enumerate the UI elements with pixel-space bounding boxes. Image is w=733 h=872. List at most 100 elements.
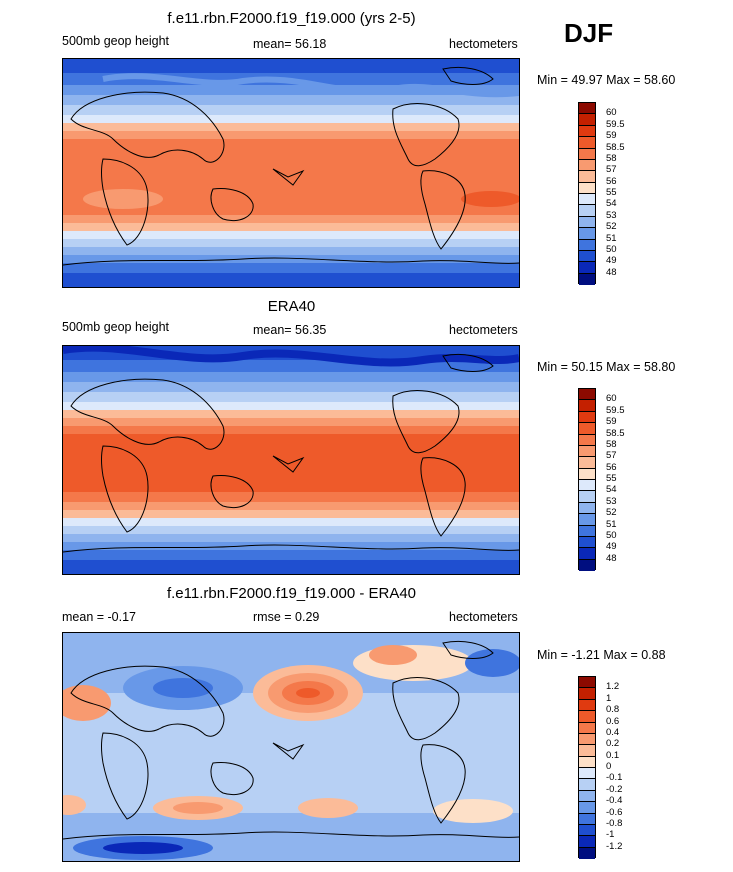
panel3-colorbar-swatch	[579, 790, 595, 803]
panel2-colorbar-tick-label: 53	[606, 495, 617, 507]
panel1-colorbar-swatch	[579, 159, 595, 172]
panel1-colorbar-swatch	[579, 103, 595, 115]
panel2-colorbar-swatch	[579, 457, 595, 469]
panel3-colorbar-tick-label: 0	[606, 761, 612, 772]
panel3-colorbar-tick-label: -1.2	[606, 840, 623, 852]
panel3-colorbar: 1.2 1 0.8 0.6 0.4 0.2 0.1 0 -0.1 -0.2 -0.4 -0.6 -0.8…	[578, 676, 622, 859]
panel3-colorbar-tick-label: 0.8	[606, 704, 620, 716]
panel3-colorbar-swatch	[579, 779, 595, 791]
panel2-colorbar-tick-label: 60	[606, 393, 617, 405]
panel1-colorbar-tick-label: 57	[606, 164, 617, 176]
panel2-units: hectometers	[449, 323, 518, 337]
panel3-colorbar-tick-label: 0.1	[606, 749, 620, 761]
panel1-colorbar-tick-label: 50	[606, 243, 617, 255]
panel3-colorbar-swatch	[579, 722, 595, 734]
panel2-colorbar-swatch	[579, 536, 595, 549]
panel1-colorbar-tick-label: 49	[606, 255, 617, 267]
panel3-colorbar-tick-label: -0.4	[606, 795, 623, 807]
panel2-colorbar-tick-label: 52	[606, 507, 617, 519]
panel3-colorbar-tick-label: 0.2	[606, 738, 620, 750]
panel1-title: f.e11.rbn.F2000.f19_f19.000 (yrs 2-5)	[167, 10, 416, 27]
panel1-colorbar-tick-label: 48	[606, 266, 617, 278]
panel3-units: hectometers	[449, 610, 518, 624]
panel2-colorbar-swatch	[579, 514, 595, 526]
panel2-colorbar-swatch	[579, 389, 595, 401]
panel3-colorbar-tick-label: 0.4	[606, 726, 620, 738]
panel2-colorbar-tick-label: 54	[606, 484, 617, 496]
panel3-colorbar-swatch	[579, 768, 595, 780]
panel2-colorbar-tick-label: 59	[606, 416, 617, 428]
panel2-colorbar-swatch	[579, 525, 595, 537]
panel2-colorbar-tick-label: 59.5	[606, 404, 625, 416]
panel1-colorbar-swatch	[579, 250, 595, 263]
panel1-colorbar-tick-label: 52	[606, 221, 617, 233]
panel2-colorbar-swatch	[579, 559, 595, 571]
panel2-colorbar-swatch	[579, 502, 595, 515]
panel3-colorbar-swatch	[579, 677, 595, 689]
panel3-colorbar-tick-label: -0.8	[606, 817, 623, 829]
panel2-colorbar-tick-label: 50	[606, 529, 617, 541]
panel1-colorbar-swatch	[579, 273, 595, 285]
panel3-colorbar-tick-label: -0.2	[606, 783, 623, 795]
panel2-mean: mean= 56.35	[253, 323, 327, 337]
panel1-colorbar-swatch	[579, 262, 595, 274]
panel1-colorbar-swatch	[579, 228, 595, 240]
panel2-colorbar-swatch	[579, 480, 595, 492]
panel1-colorbar-tick-label: 60	[606, 107, 617, 119]
panel1-colorbar-tick-label: 54	[606, 198, 617, 210]
panel1-colorbar-tick-label: 55	[606, 187, 617, 198]
panel2-colorbar-swatch	[579, 411, 595, 424]
panel1-colorbar-tick-label: 51	[606, 232, 617, 244]
panel2-minmax: Min = 50.15 Max = 58.80	[537, 360, 676, 374]
panel2-colorbar-swatch	[579, 468, 595, 480]
panel3-colorbar-tick-label: 0.6	[606, 715, 620, 727]
panel3-colorbar-tick-label: 1	[606, 692, 612, 704]
panel1-colorbar-swatch	[579, 137, 595, 149]
panel1-mean: mean= 56.18	[253, 37, 327, 51]
panel3-colorbar-swatch	[579, 756, 595, 768]
panel2-colorbar-swatch	[579, 548, 595, 560]
panel3-map	[62, 632, 520, 862]
panel3-mean: mean = -0.17	[62, 610, 137, 624]
panel3-colorbar-tick-label: -1	[606, 829, 615, 841]
season-label: DJF	[564, 18, 614, 48]
panel3-colorbar-swatch	[579, 813, 595, 825]
panel2-left-label: 500mb geop height	[62, 320, 170, 334]
panel3-colorbar-swatch	[579, 699, 595, 712]
panel1-colorbar-tick-label: 59	[606, 130, 617, 142]
panel2-colorbar-tick-label: 56	[606, 461, 617, 473]
panel1-colorbar-swatch	[579, 114, 595, 126]
panel3-title: f.e11.rbn.F2000.f19_f19.000 - ERA40	[166, 585, 417, 602]
panel1-colorbar-swatch	[579, 182, 595, 194]
panel1-left-label: 500mb geop height	[62, 34, 170, 48]
panel1-colorbar-tick-label: 56	[606, 175, 617, 187]
panel1-minmax: Min = 49.97 Max = 58.60	[537, 73, 676, 87]
panel2-colorbar: 60 59.5 59 58.5 58 57 56 55 54 53 52 51 50 49 48	[578, 388, 625, 571]
panel3-colorbar-tick-label: 1.2	[606, 681, 620, 693]
panel2-colorbar-tick-label: 49	[606, 541, 617, 553]
panel2-colorbar-tick-label: 57	[606, 450, 617, 462]
panel3-colorbar-tick-label: -0.1	[606, 772, 623, 784]
panel2-colorbar-swatch	[579, 434, 595, 446]
panel2-colorbar-tick-label: 55	[606, 473, 617, 484]
panel2-title: ERA40	[267, 298, 316, 315]
panel1-colorbar-tick-label: 58.5	[606, 141, 625, 153]
panel1-colorbar-tick-label: 59.5	[606, 118, 625, 130]
panel1-units: hectometers	[449, 37, 518, 51]
panel3-colorbar-tick-label: -0.6	[606, 806, 623, 818]
panel3-colorbar-swatch	[579, 824, 595, 837]
panel1-colorbar-tick-label: 53	[606, 209, 617, 221]
panel3-colorbar-swatch	[579, 836, 595, 848]
panel2-map	[62, 345, 520, 575]
panel1-colorbar-swatch	[579, 125, 595, 138]
panel3-minmax: Min = -1.21 Max = 0.88	[537, 648, 666, 662]
panel2-colorbar-swatch	[579, 400, 595, 412]
panel3-rmse: rmse = 0.29	[253, 610, 320, 624]
panel1-colorbar-swatch	[579, 216, 595, 229]
panel2-colorbar-swatch	[579, 445, 595, 458]
panel1-colorbar-swatch	[579, 194, 595, 206]
panel3-colorbar-swatch	[579, 802, 595, 814]
panel2-colorbar-tick-label: 58	[606, 438, 617, 450]
panel3-colorbar-swatch	[579, 711, 595, 723]
panel2-colorbar-tick-label: 48	[606, 552, 617, 564]
